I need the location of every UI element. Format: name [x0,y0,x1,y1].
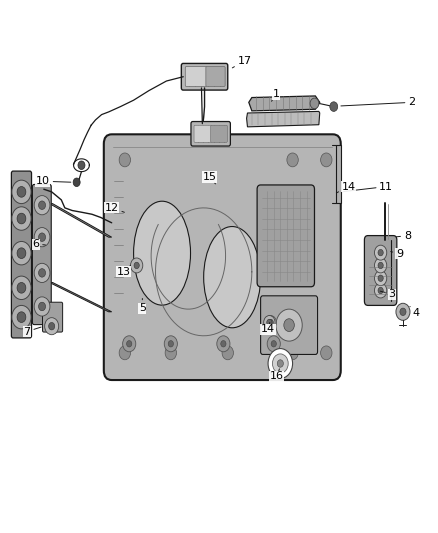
Circle shape [119,346,131,360]
Text: 13: 13 [117,265,131,277]
Text: 6: 6 [32,239,46,249]
Circle shape [134,262,139,269]
FancyBboxPatch shape [181,63,228,90]
Circle shape [378,287,383,294]
Circle shape [73,178,80,187]
Text: 12: 12 [105,203,124,213]
Circle shape [396,303,410,320]
Polygon shape [247,111,320,127]
FancyBboxPatch shape [194,125,212,142]
Circle shape [127,341,132,347]
Circle shape [374,271,387,286]
FancyBboxPatch shape [211,125,227,142]
Circle shape [12,180,31,204]
Text: 1: 1 [272,90,279,101]
Circle shape [34,297,50,316]
Circle shape [277,360,283,367]
Circle shape [17,282,26,293]
FancyBboxPatch shape [185,67,207,86]
Circle shape [222,346,233,360]
Circle shape [400,308,406,316]
Text: 5: 5 [139,298,146,313]
Text: 11: 11 [343,182,393,191]
Circle shape [39,201,46,209]
Polygon shape [249,96,320,111]
Text: 17: 17 [232,56,251,68]
Circle shape [268,349,293,378]
Circle shape [17,187,26,197]
Circle shape [12,276,31,300]
Circle shape [287,346,298,360]
Circle shape [265,316,276,329]
Circle shape [39,302,46,311]
Text: 9: 9 [391,249,403,259]
Circle shape [321,346,332,360]
FancyBboxPatch shape [42,302,63,332]
Text: 2: 2 [341,98,415,107]
FancyBboxPatch shape [206,67,225,86]
Circle shape [321,153,332,167]
Circle shape [34,196,50,215]
FancyBboxPatch shape [104,134,341,380]
Ellipse shape [134,201,191,305]
Circle shape [78,161,85,169]
Text: 10: 10 [36,176,71,186]
Circle shape [49,322,55,330]
Circle shape [12,241,31,265]
Text: 15: 15 [202,172,216,184]
Circle shape [165,346,177,360]
Circle shape [217,336,230,352]
Circle shape [284,319,294,332]
Circle shape [374,245,387,260]
Text: 8: 8 [396,231,411,240]
Circle shape [119,153,131,167]
Text: 14: 14 [261,322,275,334]
Circle shape [267,336,280,352]
Circle shape [268,319,273,326]
Circle shape [168,341,173,347]
FancyBboxPatch shape [11,171,32,338]
Ellipse shape [204,227,261,328]
FancyBboxPatch shape [257,185,314,287]
Circle shape [221,341,226,347]
Polygon shape [49,282,112,312]
FancyBboxPatch shape [364,236,397,305]
Circle shape [272,354,288,373]
Circle shape [374,283,387,298]
Circle shape [12,207,31,230]
Circle shape [287,153,298,167]
Text: 4: 4 [410,306,420,318]
Circle shape [12,305,31,329]
Circle shape [310,98,319,109]
FancyBboxPatch shape [32,184,51,325]
FancyBboxPatch shape [261,296,318,354]
Circle shape [34,228,50,247]
Circle shape [164,336,177,352]
Circle shape [39,269,46,277]
Circle shape [267,319,272,326]
Circle shape [330,102,338,111]
Text: 16: 16 [270,369,284,381]
Circle shape [264,316,275,329]
Text: 7: 7 [24,327,41,336]
Polygon shape [49,204,112,237]
Circle shape [17,248,26,259]
Circle shape [45,318,59,335]
Circle shape [271,341,276,347]
Circle shape [276,309,302,341]
Text: 3: 3 [380,289,396,299]
Circle shape [374,258,387,273]
Circle shape [34,263,50,282]
Circle shape [378,249,383,256]
Circle shape [123,336,136,352]
Circle shape [131,258,143,273]
Circle shape [39,233,46,241]
Circle shape [378,262,383,269]
FancyBboxPatch shape [191,122,230,146]
Circle shape [378,275,383,281]
Bar [336,145,341,203]
Circle shape [17,213,26,224]
Text: 14: 14 [336,182,356,193]
Circle shape [17,312,26,322]
